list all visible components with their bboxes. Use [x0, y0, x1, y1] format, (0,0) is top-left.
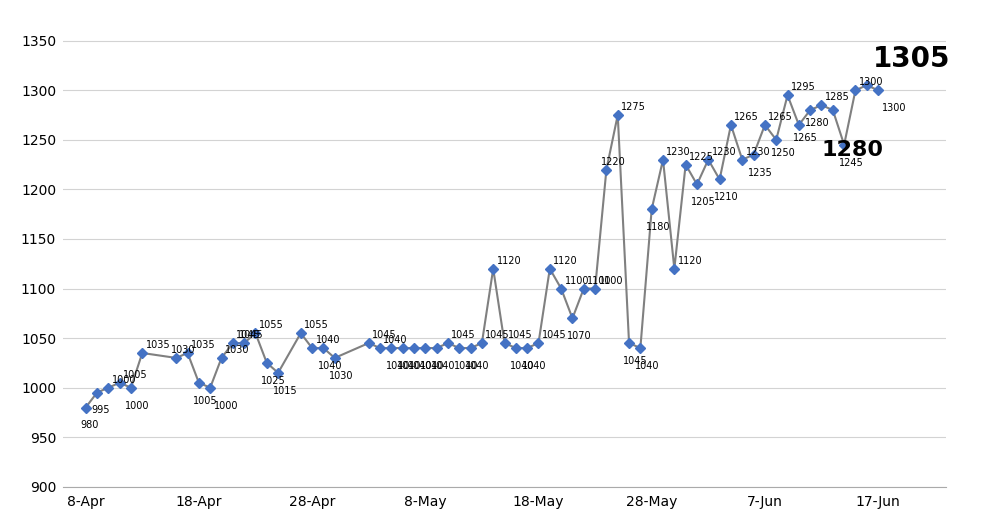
Text: 1275: 1275: [621, 102, 646, 112]
Text: 1230: 1230: [666, 147, 691, 157]
Text: 1000: 1000: [112, 375, 136, 385]
Text: 1220: 1220: [600, 157, 626, 166]
Text: 1015: 1015: [273, 386, 297, 396]
Text: 1280: 1280: [821, 140, 884, 160]
Text: 1120: 1120: [496, 256, 521, 266]
Text: 1180: 1180: [646, 222, 671, 232]
Text: 1005: 1005: [193, 395, 218, 405]
Text: 1045: 1045: [542, 330, 566, 340]
Text: 1005: 1005: [123, 370, 148, 380]
Text: 1210: 1210: [714, 192, 739, 202]
Text: 1225: 1225: [689, 152, 714, 162]
Text: 1030: 1030: [225, 345, 249, 355]
Text: 1235: 1235: [748, 167, 773, 178]
Text: 1045: 1045: [238, 330, 263, 340]
Text: 1045: 1045: [236, 330, 261, 340]
Text: 1280: 1280: [804, 118, 829, 128]
Text: 1285: 1285: [825, 92, 850, 102]
Text: 1055: 1055: [259, 320, 284, 330]
Text: 1040: 1040: [635, 361, 659, 371]
Text: 1100: 1100: [598, 276, 623, 286]
Text: 1030: 1030: [329, 371, 353, 381]
Text: 1040: 1040: [408, 361, 433, 371]
Text: 995: 995: [91, 405, 110, 416]
Text: 1100: 1100: [564, 276, 589, 286]
Text: 1040: 1040: [453, 361, 478, 371]
Text: 1040: 1040: [510, 361, 535, 371]
Text: 1040: 1040: [397, 361, 422, 371]
Text: 1045: 1045: [372, 330, 396, 340]
Text: 1245: 1245: [839, 157, 863, 167]
Text: 1045: 1045: [486, 330, 510, 340]
Text: 1265: 1265: [735, 112, 759, 122]
Text: 1305: 1305: [872, 46, 950, 73]
Text: 1035: 1035: [145, 340, 171, 350]
Text: 1055: 1055: [304, 320, 329, 330]
Text: 1230: 1230: [746, 147, 770, 157]
Text: 1265: 1265: [768, 112, 793, 122]
Text: 1300: 1300: [882, 103, 906, 113]
Text: 1040: 1040: [316, 335, 340, 345]
Text: 1250: 1250: [770, 148, 796, 158]
Text: 1295: 1295: [791, 82, 815, 92]
Text: 1265: 1265: [794, 133, 818, 143]
Text: 1300: 1300: [858, 77, 883, 87]
Text: 1100: 1100: [588, 276, 612, 286]
Text: 1040: 1040: [318, 361, 342, 371]
Text: 1030: 1030: [171, 345, 195, 355]
Text: 1040: 1040: [522, 361, 546, 371]
Text: 1040: 1040: [384, 335, 408, 345]
Text: 1040: 1040: [431, 361, 455, 371]
Text: 1045: 1045: [623, 356, 648, 366]
Text: 1025: 1025: [261, 376, 285, 386]
Text: 1045: 1045: [451, 330, 476, 340]
Text: 1040: 1040: [386, 361, 410, 371]
Text: 1000: 1000: [126, 401, 150, 411]
Text: 980: 980: [80, 420, 98, 430]
Text: 1230: 1230: [711, 147, 737, 157]
Text: 1205: 1205: [692, 197, 716, 207]
Text: 1120: 1120: [553, 256, 578, 266]
Text: 1120: 1120: [678, 256, 702, 266]
Text: 1070: 1070: [567, 331, 592, 341]
Text: 1040: 1040: [465, 361, 490, 371]
Text: 1000: 1000: [214, 401, 238, 411]
Text: 1035: 1035: [191, 340, 216, 350]
Text: 1040: 1040: [420, 361, 444, 371]
Text: 1045: 1045: [508, 330, 533, 340]
